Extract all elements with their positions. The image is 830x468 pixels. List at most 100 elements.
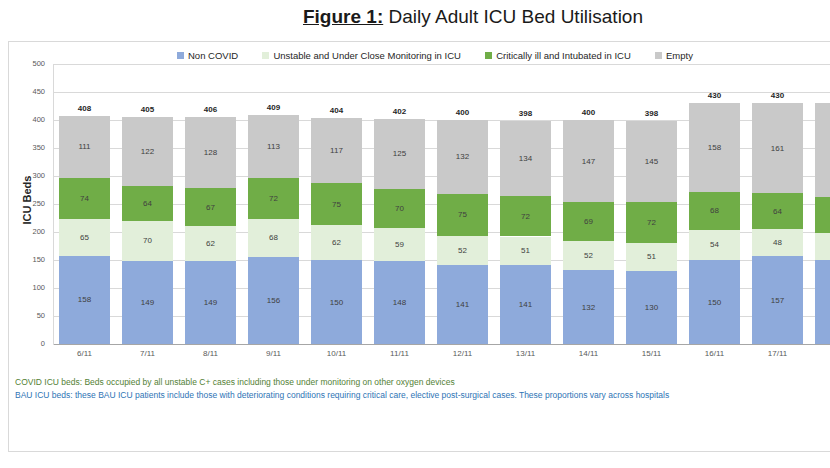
bar-segment: 48 (752, 229, 803, 256)
bar-segment-label: 72 (269, 194, 278, 203)
bar-segment: 128 (185, 117, 236, 189)
x-tick-label: 7/11 (122, 349, 173, 358)
bar-segment-label: 48 (773, 238, 782, 247)
bar-segment: 62 (311, 225, 362, 260)
chart-footnotes: COVID ICU beds: Beds occupied by all uns… (15, 376, 825, 402)
bar-segment: 158 (689, 103, 740, 191)
bar-segment-label: 52 (458, 246, 467, 255)
bar-segment-label: 69 (584, 217, 593, 226)
bar-segment: 69 (563, 202, 614, 241)
bar-segment: 122 (122, 117, 173, 185)
footnote-line: COVID ICU beds: Beds occupied by all uns… (15, 376, 825, 389)
bar-segment: 51 (500, 237, 551, 266)
chart-container: Non COVID Unstable and Under Close Monit… (8, 41, 830, 452)
bar-total-label: 430 (752, 91, 803, 100)
bar-segment: 68 (689, 192, 740, 230)
legend-item-unstable: Unstable and Under Close Monitoring in I… (262, 50, 460, 61)
bar-17/11: 1574864161430 (752, 103, 803, 344)
bar-segment: 130 (626, 271, 677, 344)
bar-segment-label: 70 (395, 204, 404, 213)
x-tick-label: 8/11 (185, 349, 236, 358)
bar-segment: 161 (752, 103, 803, 193)
bar-segment-label: 65 (80, 233, 89, 242)
y-tick-label: 400 (15, 115, 45, 124)
bar-segment-label: 74 (80, 194, 89, 203)
bar-15/11: 1305172145398 (626, 121, 677, 344)
bar-14/11: 1325269147400 (563, 120, 614, 344)
bar-segment-label: 149 (141, 298, 154, 307)
x-tick-label: 11/11 (374, 349, 425, 358)
bar-total-label: 408 (59, 104, 110, 113)
plot-area: 15865741114086/1114970641224057/11149626… (53, 64, 830, 344)
bar-segment-label: 147 (582, 157, 595, 166)
bar-segment-label: 156 (267, 296, 280, 305)
legend-label: Unstable and Under Close Monitoring in I… (273, 50, 460, 61)
bar-segment-label: 62 (332, 238, 341, 247)
bar-8/11: 1496267128406 (185, 117, 236, 344)
bar-segment: 65 (59, 219, 110, 255)
bar-segment-label: 148 (393, 298, 406, 307)
bar-segment: 64 (752, 193, 803, 229)
y-tick-label: 300 (15, 171, 45, 180)
figure-title: Figure 1: Daily Adult ICU Bed Utilisatio… (0, 6, 830, 28)
bar-segment-label: 51 (647, 252, 656, 261)
bar-segment: 157 (752, 256, 803, 344)
legend-swatch-non-covid (177, 52, 184, 59)
y-axis-line (53, 64, 54, 345)
y-tick-label: 250 (15, 199, 45, 208)
bar-10/11: 1506275117404 (311, 118, 362, 344)
bar-segment-label: 150 (330, 298, 343, 307)
bar-segment: 75 (437, 194, 488, 236)
bar-segment-label: 158 (78, 295, 91, 304)
bar-segment (815, 103, 830, 197)
bar-segment (815, 233, 830, 260)
y-tick-label: 150 (15, 255, 45, 264)
bar-segment: 111 (59, 116, 110, 178)
bar-segment: 75 (311, 183, 362, 225)
x-tick-label: 6/11 (59, 349, 110, 358)
y-tick-label: 50 (15, 311, 45, 320)
y-tick-label: 100 (15, 283, 45, 292)
bar-segment-label: 62 (206, 239, 215, 248)
bar-total-label: 398 (626, 109, 677, 118)
bar-segment-label: 70 (143, 236, 152, 245)
bar-11/11: 1485970125402 (374, 119, 425, 344)
legend-item-empty: Empty (655, 50, 693, 61)
legend-label: Critically ill and Intubated in ICU (496, 50, 631, 61)
bar-segment-label: 150 (708, 298, 721, 307)
legend-label: Empty (666, 50, 693, 61)
bar-segment-label: 52 (584, 251, 593, 260)
y-tick-label: 0 (15, 339, 45, 348)
legend-swatch-critical (485, 52, 492, 59)
gridline (53, 64, 830, 65)
bar-segment-label: 67 (206, 203, 215, 212)
x-tick-label: 14/11 (563, 349, 614, 358)
bar-segment-label: 64 (143, 199, 152, 208)
figure-title-text: Daily Adult ICU Bed Utilisation (383, 6, 643, 27)
bar-16/11: 1505468158430 (689, 103, 740, 344)
bar-segment-label: 64 (773, 207, 782, 216)
bar-total-label: 405 (122, 105, 173, 114)
y-tick-label: 200 (15, 227, 45, 236)
x-tick-label: 16/11 (689, 349, 740, 358)
bar-segment: 72 (500, 196, 551, 236)
bar-segment-label: 134 (519, 154, 532, 163)
bar-segment-label: 132 (582, 303, 595, 312)
bar-segment-label: 145 (645, 157, 658, 166)
bar-9/11: 1566872113409 (248, 115, 299, 344)
bar-segment-label: 59 (395, 240, 404, 249)
bar-segment: 67 (185, 188, 236, 226)
bar-segment: 117 (311, 118, 362, 184)
x-tick-label: 9/11 (248, 349, 299, 358)
bar-segment: 132 (437, 120, 488, 194)
legend-swatch-unstable (262, 52, 269, 59)
bar-segment: 54 (689, 230, 740, 260)
bar-segment: 74 (59, 178, 110, 219)
legend-swatch-empty (655, 52, 662, 59)
bar-segment (815, 197, 830, 233)
bar-segment-label: 68 (710, 206, 719, 215)
bar-segment-label: 51 (521, 246, 530, 255)
bar-segment-label: 54 (710, 240, 719, 249)
bar-segment: 156 (248, 257, 299, 344)
x-tick-label: 10/11 (311, 349, 362, 358)
